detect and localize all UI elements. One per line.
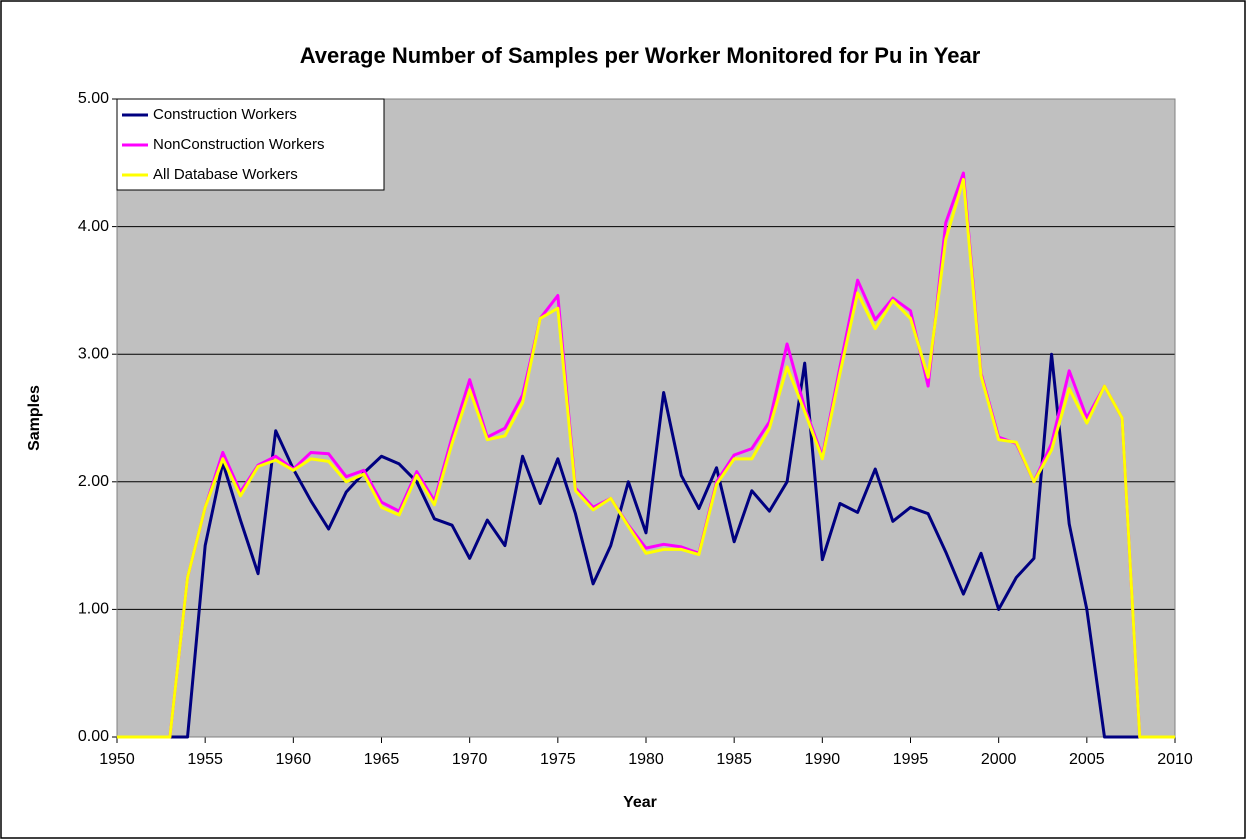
- y-tick-label: 4.00: [78, 218, 109, 235]
- x-tick-label: 2010: [1157, 751, 1193, 768]
- legend-label: All Database Workers: [153, 166, 298, 183]
- legend-box: [116, 98, 385, 191]
- x-tick-label: 1960: [276, 751, 312, 768]
- x-tick-label: 1980: [628, 751, 664, 768]
- x-tick-label: 1950: [99, 751, 135, 768]
- legend-label: Construction Workers: [153, 106, 297, 123]
- x-tick-label: 1975: [540, 751, 576, 768]
- x-tick-label: 1955: [187, 751, 223, 768]
- y-tick-label: 1.00: [78, 601, 109, 618]
- plot-border: [116, 98, 1176, 738]
- y-tick-label: 5.00: [78, 90, 109, 107]
- chart-title: Average Number of Samples per Worker Mon…: [300, 43, 981, 68]
- y-tick-label: 3.00: [78, 345, 109, 362]
- x-tick-label: 1995: [893, 751, 929, 768]
- x-tick-label: 2000: [981, 751, 1017, 768]
- y-tick-label: 0.00: [78, 728, 109, 745]
- series-line: [117, 177, 1175, 739]
- x-tick-label: 1985: [716, 751, 752, 768]
- x-tick-label: 1965: [364, 751, 400, 768]
- y-tick-label: 2.00: [78, 473, 109, 490]
- y-axis-label: Samples: [26, 385, 43, 451]
- x-tick-label: 1990: [805, 751, 841, 768]
- x-tick-label: 1970: [452, 751, 488, 768]
- x-tick-label: 2005: [1069, 751, 1105, 768]
- x-axis-label: Year: [623, 794, 657, 811]
- legend-label: NonConstruction Workers: [153, 136, 324, 153]
- plot-area: [117, 99, 1175, 737]
